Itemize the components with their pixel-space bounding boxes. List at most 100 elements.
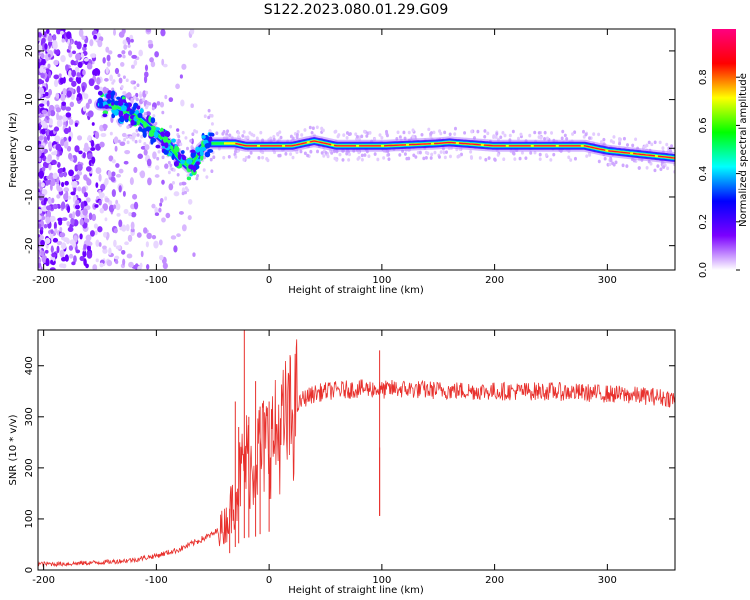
spectral-cell — [111, 87, 115, 92]
spectral-cell — [148, 102, 152, 106]
spectral-cell — [46, 100, 50, 107]
spectral-cell — [167, 160, 171, 165]
spectral-cell — [56, 240, 63, 246]
spectral-cell — [61, 217, 68, 221]
spectral-cell — [176, 233, 181, 238]
spectral-cell — [261, 155, 265, 160]
spectral-cell — [113, 109, 120, 116]
spectral-cell — [59, 150, 63, 156]
spectral-cell — [38, 37, 41, 42]
spectral-cell — [227, 154, 231, 159]
spectral-cell — [154, 174, 160, 178]
spectral-cell — [115, 245, 121, 250]
spectral-cell — [162, 262, 168, 270]
spectral-cell — [164, 142, 169, 149]
spectral-cell — [41, 206, 45, 212]
spectral-cell — [48, 88, 52, 96]
spectral-cell — [130, 97, 134, 104]
spectral-cell — [90, 53, 96, 58]
spectral-cell — [244, 155, 248, 160]
spectral-cell — [61, 181, 65, 188]
spectral-cell — [80, 53, 85, 58]
spectral-cell — [95, 239, 100, 247]
spectral-cell — [487, 156, 491, 160]
spectral-cell — [50, 259, 54, 265]
spectral-cell — [102, 86, 108, 94]
spectral-cell — [99, 141, 105, 148]
spectral-cell — [625, 164, 629, 168]
spectral-cell — [72, 240, 76, 249]
spectral-cell — [82, 69, 86, 76]
spectral-cell — [104, 217, 108, 222]
spectral-cell — [169, 124, 173, 129]
spectral-cell — [143, 141, 147, 146]
spectral-cell — [199, 150, 204, 157]
spectral-cell — [43, 224, 48, 229]
spectral-cell — [168, 97, 174, 103]
x-tick-label: 0 — [266, 275, 272, 286]
spectral-cell — [48, 163, 52, 171]
spectral-cell — [52, 203, 59, 210]
spectral-cell — [53, 74, 60, 80]
spectral-cell — [111, 90, 116, 96]
spectral-cell — [77, 186, 82, 192]
spectral-cell — [139, 170, 146, 179]
spectral-cell — [180, 159, 185, 165]
spectral-cell — [115, 173, 122, 178]
spectral-cell — [47, 110, 51, 117]
spectral-cell — [453, 126, 457, 131]
spectral-cell — [98, 101, 103, 109]
spectral-cell — [117, 101, 124, 106]
spectral-cell — [151, 106, 155, 111]
snr-x-ticks: -200 -100 0 100 200 300 — [32, 330, 617, 586]
spectral-cell — [142, 130, 147, 138]
spectral-cell — [49, 109, 56, 117]
spectral-cell — [226, 129, 230, 133]
spectral-cell — [316, 149, 320, 154]
spectral-cell — [363, 153, 367, 157]
spectral-cell — [93, 223, 99, 229]
spectral-cell — [442, 150, 446, 155]
spectral-cell — [569, 158, 573, 162]
spectral-cell — [266, 158, 270, 163]
colorbar-label: Normalized spectral amplitude — [738, 73, 749, 227]
spectral-cell — [81, 35, 86, 41]
spectral-cell — [284, 152, 288, 156]
spectral-cell — [71, 181, 75, 186]
spectral-cell — [111, 189, 116, 197]
spectral-cell — [354, 132, 358, 136]
spectral-cell — [158, 207, 162, 213]
x-tick-label: 0 — [266, 575, 272, 586]
spectral-cell — [195, 146, 201, 153]
spectral-cell — [94, 131, 100, 139]
spectral-cell — [65, 106, 72, 112]
spectral-cell — [614, 160, 618, 165]
spectral-cell — [653, 140, 657, 145]
spectral-cell — [159, 101, 165, 108]
spectral-cell — [145, 105, 149, 110]
spectral-cell — [650, 142, 654, 147]
spectral-cell — [121, 50, 126, 55]
spectral-cell — [68, 77, 73, 83]
spectral-cell — [195, 130, 199, 134]
spectral-cell — [457, 154, 461, 158]
spectral-cell — [492, 135, 496, 140]
spectral-cell — [130, 80, 134, 84]
spectral-cell — [147, 39, 153, 45]
spectral-cell — [154, 206, 158, 215]
spectral-cell — [176, 172, 180, 177]
spectral-cell — [82, 152, 86, 159]
spectral-cell — [136, 105, 141, 110]
spectral-cell — [130, 38, 134, 43]
spectral-cell — [126, 125, 130, 129]
spectral-cell — [357, 155, 361, 160]
spectral-cell — [376, 157, 380, 162]
spectral-cell — [75, 204, 81, 210]
spectral-cell — [169, 163, 173, 168]
spectral-cell — [52, 172, 58, 180]
colorbar: 0.0 0.2 0.4 0.6 0.8 Normalized spectral ampl… — [698, 29, 749, 278]
spectral-cell — [97, 40, 103, 48]
spectral-cell — [60, 139, 65, 147]
spectral-cell — [255, 136, 259, 141]
x-tick-label: 200 — [485, 275, 504, 286]
